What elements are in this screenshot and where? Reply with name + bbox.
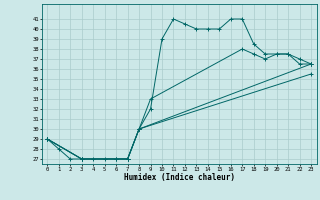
X-axis label: Humidex (Indice chaleur): Humidex (Indice chaleur) <box>124 173 235 182</box>
